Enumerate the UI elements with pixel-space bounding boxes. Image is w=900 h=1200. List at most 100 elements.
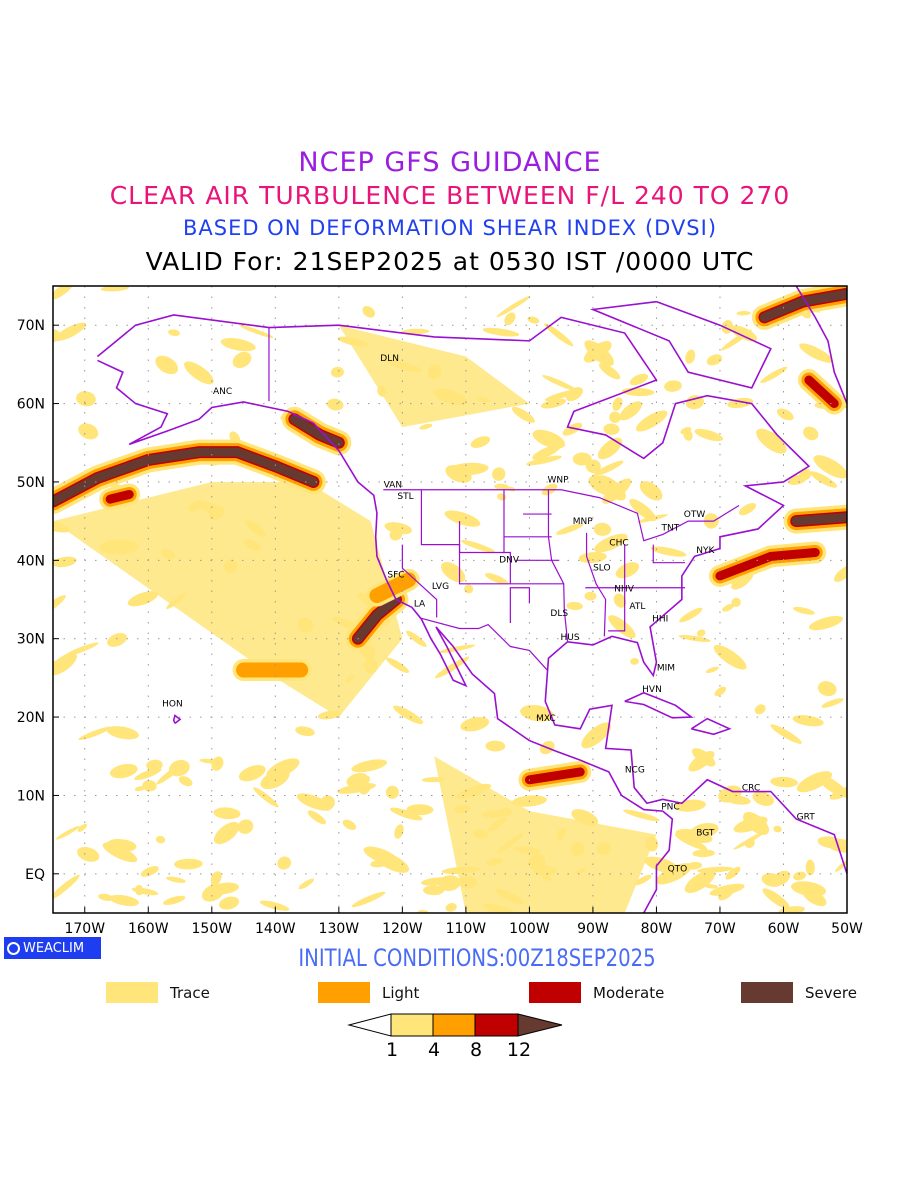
trace-area (827, 838, 847, 853)
trace-area (156, 761, 187, 785)
trace-area (394, 824, 404, 839)
y-tick-label: 20N (17, 710, 45, 726)
trace-area (163, 895, 186, 905)
trace-area (406, 804, 434, 816)
x-tick-label: 160W (128, 921, 169, 937)
trace-area (109, 763, 138, 779)
trace-area (485, 740, 506, 752)
trace-area (444, 510, 481, 527)
coastline (690, 717, 732, 736)
trace-area (106, 726, 139, 740)
trace-area (722, 603, 735, 612)
trace-area (808, 615, 843, 631)
colorbar-label: 4 (427, 1039, 441, 1061)
trace-area (62, 642, 99, 658)
trace-area (773, 825, 782, 833)
city-label: MXC (536, 714, 556, 724)
trace-area (307, 810, 326, 825)
trace-area (585, 459, 601, 474)
trace-area (199, 758, 222, 764)
trace-area (330, 366, 344, 378)
trace-area (706, 354, 723, 366)
trace-area (155, 835, 166, 844)
trace-area (566, 601, 583, 611)
trace-area (792, 715, 824, 727)
legend-light: Light (318, 982, 419, 1003)
turbulence-moderate (805, 377, 838, 407)
trace-area (55, 825, 80, 840)
trace-area (295, 726, 315, 737)
trace-area (542, 375, 578, 392)
trace-area (277, 856, 292, 870)
city-label: DLS (550, 609, 568, 619)
city-label: QTO (668, 864, 688, 874)
trace-area (635, 410, 668, 432)
trace-area (166, 876, 186, 883)
x-tick-label: 70W (704, 921, 736, 937)
trace-area (326, 398, 344, 411)
city-label: SLO (593, 563, 611, 573)
trace-area (650, 546, 687, 557)
trace-area (736, 311, 751, 316)
city-label: SFC (387, 570, 404, 580)
trace-area (496, 295, 531, 318)
city-label: WNP (547, 476, 569, 486)
trace-area (544, 323, 574, 347)
turbulence-severe (53, 447, 318, 507)
political-border (585, 532, 607, 637)
city-label: OTW (684, 510, 706, 520)
trace-area (630, 658, 639, 665)
y-tick-label: 30N (17, 632, 45, 648)
y-tick-label: 60N (17, 397, 45, 413)
trace-area (445, 903, 457, 912)
coastline (795, 286, 847, 404)
city-label: NHV (614, 585, 635, 595)
trace-area (685, 862, 703, 870)
trace-area (703, 884, 719, 889)
trace-area (776, 408, 794, 421)
city-label: NCG (625, 766, 645, 776)
legend-moderate: Moderate (529, 982, 664, 1003)
trace-area (78, 423, 99, 440)
x-tick-label: 100W (509, 921, 550, 937)
trace-area (770, 724, 802, 744)
city-label: STL (397, 492, 413, 502)
city-label: CHC (609, 538, 628, 548)
colorbar-high-arrow (517, 1013, 563, 1037)
legend-label: Moderate (593, 983, 665, 1002)
trace-area (53, 660, 64, 671)
method-subtitle: BASED ON DEFORMATION SHEAR INDEX (DVSI) (182, 216, 718, 240)
y-tick-label: 40N (17, 553, 45, 569)
trace-area (664, 380, 682, 392)
trace-area (793, 871, 807, 881)
trace-area (470, 436, 491, 448)
x-tick-label: 50W (831, 921, 863, 937)
trace-area (743, 811, 770, 835)
trace-area (532, 429, 566, 449)
chart-title: NCEP GFS GUIDANCE (298, 147, 602, 178)
trace-area (562, 422, 583, 436)
turbulence-moderate (716, 549, 819, 579)
trace-area (210, 871, 222, 886)
trace-area (613, 593, 627, 608)
valid-time: VALID For: 21SEP2025 at 0530 IST /0000 U… (145, 247, 755, 276)
trace-area (140, 865, 159, 877)
legend-swatch (741, 982, 793, 1003)
trace-area (593, 460, 624, 477)
trace-area (421, 877, 452, 886)
trace-area (829, 786, 847, 800)
trace-area (238, 765, 266, 782)
political-border (458, 521, 504, 554)
legend-label: Trace (170, 983, 210, 1002)
trace-area (460, 540, 495, 553)
trace-area (680, 427, 692, 435)
trace-area (684, 870, 716, 893)
trace-area (583, 341, 612, 363)
trace-area (527, 316, 540, 324)
legend-swatch (529, 982, 581, 1003)
trace-area (805, 859, 815, 876)
city-label: HON (162, 700, 183, 710)
trace-area (834, 565, 847, 582)
trace-area (342, 819, 357, 830)
